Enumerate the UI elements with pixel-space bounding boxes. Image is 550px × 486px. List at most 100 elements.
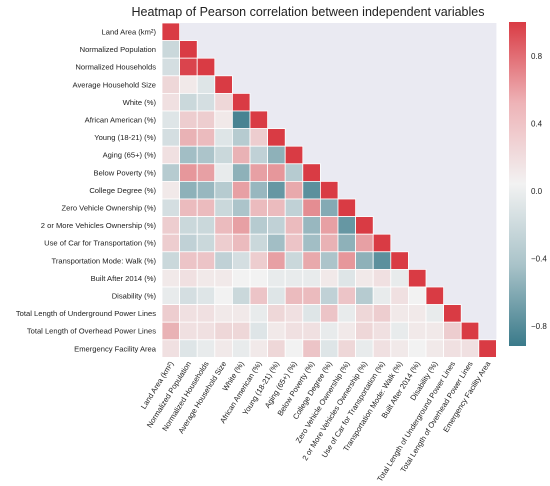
heatmap-cell [337, 198, 357, 218]
heatmap-cell [179, 251, 198, 270]
heatmap-cell [161, 268, 181, 288]
heatmap-cell [425, 321, 445, 341]
heatmap-cell [443, 321, 462, 341]
heatmap-cell [161, 22, 181, 42]
heatmap-cell [161, 304, 181, 323]
heatmap-cell [267, 128, 286, 147]
heatmap-cell [319, 216, 339, 235]
heatmap-cell [249, 304, 269, 323]
heatmap-cell [319, 321, 339, 341]
heatmap-cell [284, 180, 304, 200]
colorbar: 0.8 0.4 0.0 −0.4 −0.8 [509, 22, 547, 346]
heatmap-cell [302, 216, 321, 235]
heatmap-cell [284, 339, 304, 358]
heatmap-cell [179, 216, 198, 235]
heatmap-cell [179, 128, 198, 147]
heatmap-cell [231, 268, 251, 288]
heatmap-cell [231, 233, 251, 253]
heatmap-cell [319, 251, 339, 270]
heatmap-cell [249, 145, 269, 165]
heatmap-cell [249, 128, 269, 147]
heatmap-cell [302, 321, 321, 341]
row-label: 2 or More Vehicles Ownership (%) [41, 221, 157, 230]
heatmap-cell [179, 40, 198, 59]
heatmap-cell [267, 251, 286, 270]
row-labels: Land Area (km²) Normalized Population Norm… [16, 28, 157, 354]
heatmap-cell [319, 304, 339, 323]
heatmap-cell [179, 198, 198, 218]
heatmap-cell [231, 163, 251, 182]
heatmap-cell [179, 233, 198, 253]
row-label: Total Length of Overhead Power Lines [27, 327, 156, 336]
heatmap-cell [460, 339, 480, 358]
heatmap-cell [196, 75, 216, 94]
heatmap-cell [319, 180, 339, 200]
chart-title: Heatmap of Pearson correlation between i… [131, 5, 484, 19]
heatmap-cell [267, 180, 286, 200]
heatmap-cell [161, 57, 181, 77]
heatmap-cell [372, 268, 392, 288]
heatmap-cell [390, 304, 409, 323]
heatmap-cells [161, 22, 497, 358]
heatmap-cell [214, 268, 233, 288]
heatmap-cell [249, 268, 269, 288]
heatmap-cell [355, 304, 374, 323]
row-label: Average Household Size [73, 80, 156, 89]
heatmap-cell [161, 198, 181, 218]
heatmap-cell [372, 233, 392, 253]
heatmap-cell [249, 163, 269, 182]
heatmap-cell [425, 339, 445, 358]
heatmap-cell [231, 321, 251, 341]
heatmap-cell [196, 339, 216, 358]
heatmap-cell [407, 286, 427, 306]
colorbar-tick-label: 0.8 [531, 52, 543, 61]
heatmap-cell [407, 268, 427, 288]
heatmap-cell [214, 339, 233, 358]
heatmap-cell [179, 180, 198, 200]
heatmap-cell [284, 251, 304, 270]
row-label: Use of Car for Transportation (%) [44, 239, 156, 248]
heatmap-cell [302, 304, 321, 323]
heatmap-cell [214, 198, 233, 218]
heatmap-cell [179, 321, 198, 341]
heatmap-cell [161, 233, 181, 253]
heatmap-cell [161, 216, 181, 235]
heatmap-cell [355, 233, 374, 253]
heatmap-cell [214, 163, 233, 182]
heatmap-cell [267, 339, 286, 358]
heatmap-cell [179, 304, 198, 323]
heatmap-cell [214, 180, 233, 200]
row-label: African American (%) [85, 116, 157, 125]
heatmap-cell [161, 251, 181, 270]
heatmap-cell [284, 321, 304, 341]
heatmap-cell [284, 268, 304, 288]
heatmap-cell [161, 110, 181, 130]
heatmap-cell [196, 128, 216, 147]
row-label: Land Area (km²) [102, 28, 157, 37]
heatmap-cell [478, 339, 497, 358]
heatmap-cell [267, 268, 286, 288]
heatmap-cell [267, 233, 286, 253]
heatmap-cell [319, 286, 339, 306]
heatmap-cell [337, 216, 357, 235]
heatmap-cell [284, 198, 304, 218]
heatmap-cell [214, 304, 233, 323]
heatmap-cell [161, 145, 181, 165]
row-label: Below Poverty (%) [94, 168, 157, 177]
heatmap-cell [355, 339, 374, 358]
heatmap-cell [214, 128, 233, 147]
heatmap-cell [231, 110, 251, 130]
heatmap-cell [214, 286, 233, 306]
heatmap-cell [284, 233, 304, 253]
heatmap-cell [355, 268, 374, 288]
row-label: Normalized Households [75, 63, 156, 72]
heatmap-cell [249, 216, 269, 235]
row-label: Built After 2014 (%) [91, 274, 157, 283]
colorbar-tick-label: 0.4 [531, 119, 543, 128]
row-label: Total Length of Underground Power Lines [16, 309, 156, 318]
row-label: Young (18-21) (%) [94, 133, 156, 142]
heatmap-cell [249, 198, 269, 218]
heatmap-cell [337, 321, 357, 341]
heatmap-cell [302, 286, 321, 306]
